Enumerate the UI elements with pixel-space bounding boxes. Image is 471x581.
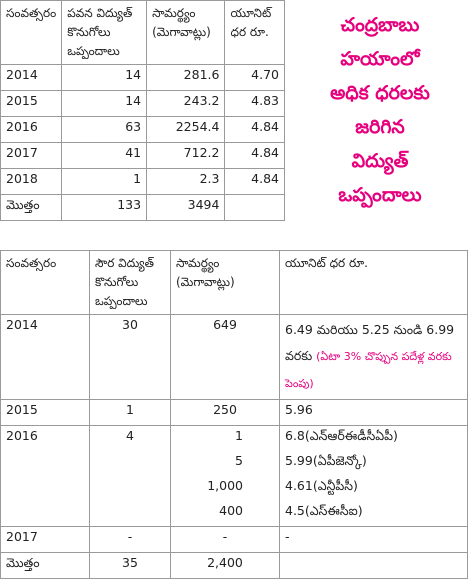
price: 4.61(ఎన్టీపీసీ) — [279, 476, 468, 501]
headline-line: హయాంలో — [340, 48, 420, 70]
row: 2014 14 281.6 4.70 — [0, 64, 285, 91]
price: 5.99(ఏపీజెన్కో) — [279, 451, 468, 476]
row: 400 4.5(ఎస్ఈసీఐ) — [0, 501, 468, 527]
year: 2015 — [0, 90, 63, 117]
empty-cell — [89, 476, 171, 501]
count: 30 — [89, 314, 171, 400]
price: - — [279, 526, 468, 553]
count: 4 — [89, 425, 171, 451]
capacity: 250 — [170, 399, 280, 426]
header-cell: సామర్థ్యం (మెగావాట్లు) — [170, 250, 280, 315]
cell: 1 — [61, 168, 148, 195]
total-cell: 3494 — [146, 194, 226, 221]
row: 2017 41 712.2 4.84 — [0, 142, 285, 169]
total-label: మొత్తం — [0, 194, 63, 221]
cell: 63 — [61, 116, 148, 143]
header-cell: సంవత్సరం — [0, 0, 63, 65]
header-cell: యూనిట్ ధర రూ. — [224, 0, 285, 65]
price: 5.96 — [279, 399, 468, 426]
empty-cell — [0, 501, 90, 527]
capacity: 400 — [170, 501, 280, 527]
row: 2018 1 2.3 4.84 — [0, 168, 285, 195]
price: 6.8(ఎన్ఆర్ఈడీసీఏపీ) — [279, 425, 468, 451]
cell: 281.6 — [146, 64, 226, 91]
headline-line: చంద్రబాబు — [340, 14, 420, 36]
solar-table: సంవత్సరం సౌర విద్యుత్ కొనుగోలు ఒప్పందాలు… — [0, 250, 468, 579]
row: 2015 14 243.2 4.83 — [0, 90, 285, 117]
count: 1 — [89, 399, 171, 426]
cell: 712.2 — [146, 142, 226, 169]
total-count: 35 — [89, 552, 171, 579]
empty-cell — [224, 194, 285, 221]
row: 2016 63 2254.4 4.84 — [0, 116, 285, 143]
capacity: 5 — [170, 451, 280, 476]
header-cell: సౌర విద్యుత్ కొనుగోలు ఒప్పందాలు — [89, 250, 171, 315]
empty-cell — [89, 501, 171, 527]
headline-line: విద్యుత్ — [351, 150, 409, 172]
header-cell: సంవత్సరం — [0, 250, 90, 315]
cell: 41 — [61, 142, 148, 169]
cell: 4.70 — [224, 64, 285, 91]
header-cell: సామర్థ్యం (మెగావాట్లు) — [146, 0, 226, 65]
cell: 2.3 — [146, 168, 226, 195]
headline-line: జరిగిన — [355, 116, 405, 138]
row: 2016 4 1 6.8(ఎన్ఆర్ఈడీసీఏపీ) — [0, 425, 468, 451]
year: 2017 — [0, 142, 63, 169]
cell: 243.2 — [146, 90, 226, 117]
empty-cell — [0, 451, 90, 476]
year: 2015 — [0, 399, 90, 426]
cell: 4.84 — [224, 142, 285, 169]
wind-table: సంవత్సరం పవన విద్యుత్ కొనుగోలు ఒప్పందాలు… — [0, 0, 285, 221]
cell: 14 — [61, 90, 148, 117]
capacity: 1,000 — [170, 476, 280, 501]
capacity: 1 — [170, 425, 280, 451]
cell: 4.84 — [224, 116, 285, 143]
cell: 4.83 — [224, 90, 285, 117]
headline: చంద్రబాబు హయాంలో అధిక ధరలకు జరిగిన విద్యుత్ ఒ… — [290, 8, 470, 212]
total-cell: 133 — [61, 194, 148, 221]
cell: 14 — [61, 64, 148, 91]
total-capacity: 2,400 — [170, 552, 280, 579]
header-cell: యూనిట్ ధర రూ. — [279, 250, 468, 315]
row: 5 5.99(ఏపీజెన్కో) — [0, 451, 468, 476]
count: - — [89, 526, 171, 553]
price-cell: 6.49 మరియు 5.25 నుండి 6.99 వరకు (ఏటా 3% … — [279, 314, 468, 400]
capacity: 649 — [170, 314, 280, 400]
year: 2016 — [0, 116, 63, 143]
year: 2014 — [0, 314, 90, 400]
header-cell: పవన విద్యుత్ కొనుగోలు ఒప్పందాలు — [61, 0, 148, 65]
headline-line: ఒప్పందాలు — [338, 184, 422, 206]
table-body: 2016 4 1 6.8(ఎన్ఆర్ఈడీసీఏపీ) 5 5.99(ఏపీజెన్కో… — [0, 425, 468, 527]
note: (ఏటా 3% చొప్పున పదేళ్ల వరకు పెంపు) — [285, 350, 452, 390]
year: 2014 — [0, 64, 63, 91]
year: 2017 — [0, 526, 90, 553]
cell: 4.84 — [224, 168, 285, 195]
year: 2016 — [0, 425, 90, 451]
empty-cell — [279, 552, 468, 579]
empty-cell — [89, 451, 171, 476]
total-label: మొత్తం — [0, 552, 90, 579]
table-body: 2014 14 281.6 4.70 2015 14 243.2 4.83 2016 63 2254… — [0, 64, 285, 195]
price: 6.49 మరియు 5.25 నుండి 6.99 వరకు — [285, 322, 455, 363]
price: 4.5(ఎస్ఈసీఐ) — [279, 501, 468, 527]
capacity: - — [170, 526, 280, 553]
headline-line: అధిక ధరలకు — [330, 82, 430, 104]
year: 2018 — [0, 168, 63, 195]
empty-cell — [0, 476, 90, 501]
cell: 2254.4 — [146, 116, 226, 143]
row: 1,000 4.61(ఎన్టీపీసీ) — [0, 476, 468, 501]
